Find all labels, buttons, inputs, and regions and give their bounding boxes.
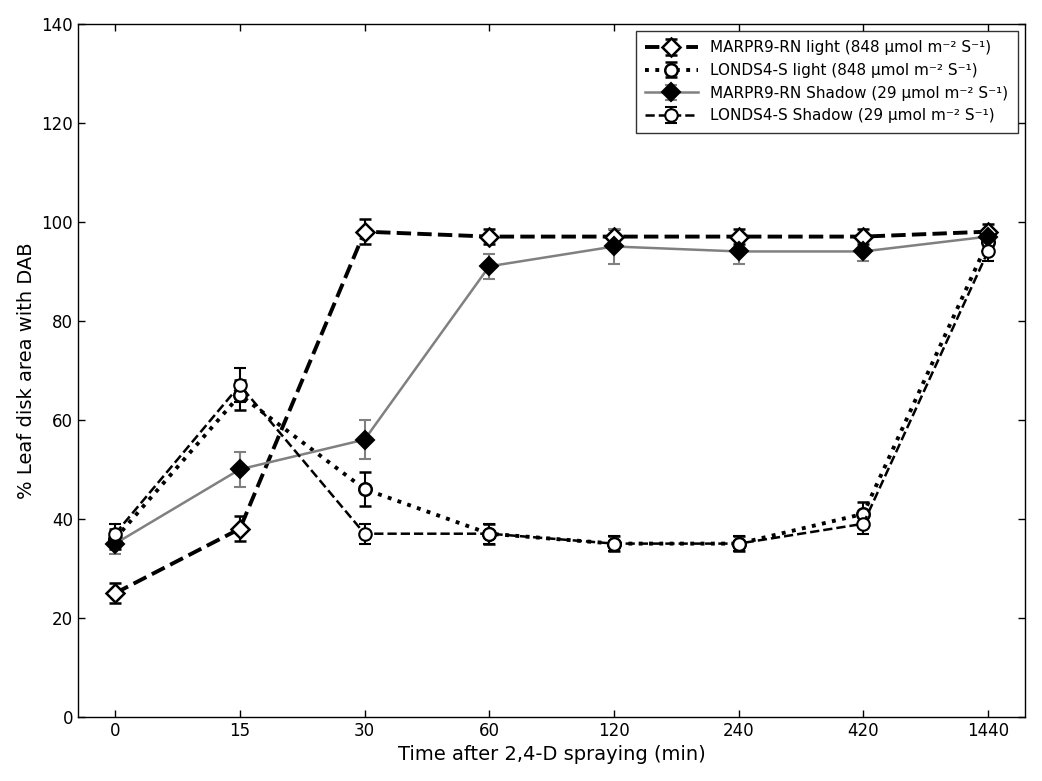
Y-axis label: % Leaf disk area with DAB: % Leaf disk area with DAB xyxy=(17,242,35,498)
X-axis label: Time after 2,4-D spraying (min): Time after 2,4-D spraying (min) xyxy=(398,745,705,765)
Legend: MARPR9-RN light (848 μmol m⁻² S⁻¹), LONDS4-S light (848 μmol m⁻² S⁻¹), MARPR9-RN: MARPR9-RN light (848 μmol m⁻² S⁻¹), LOND… xyxy=(636,31,1018,133)
